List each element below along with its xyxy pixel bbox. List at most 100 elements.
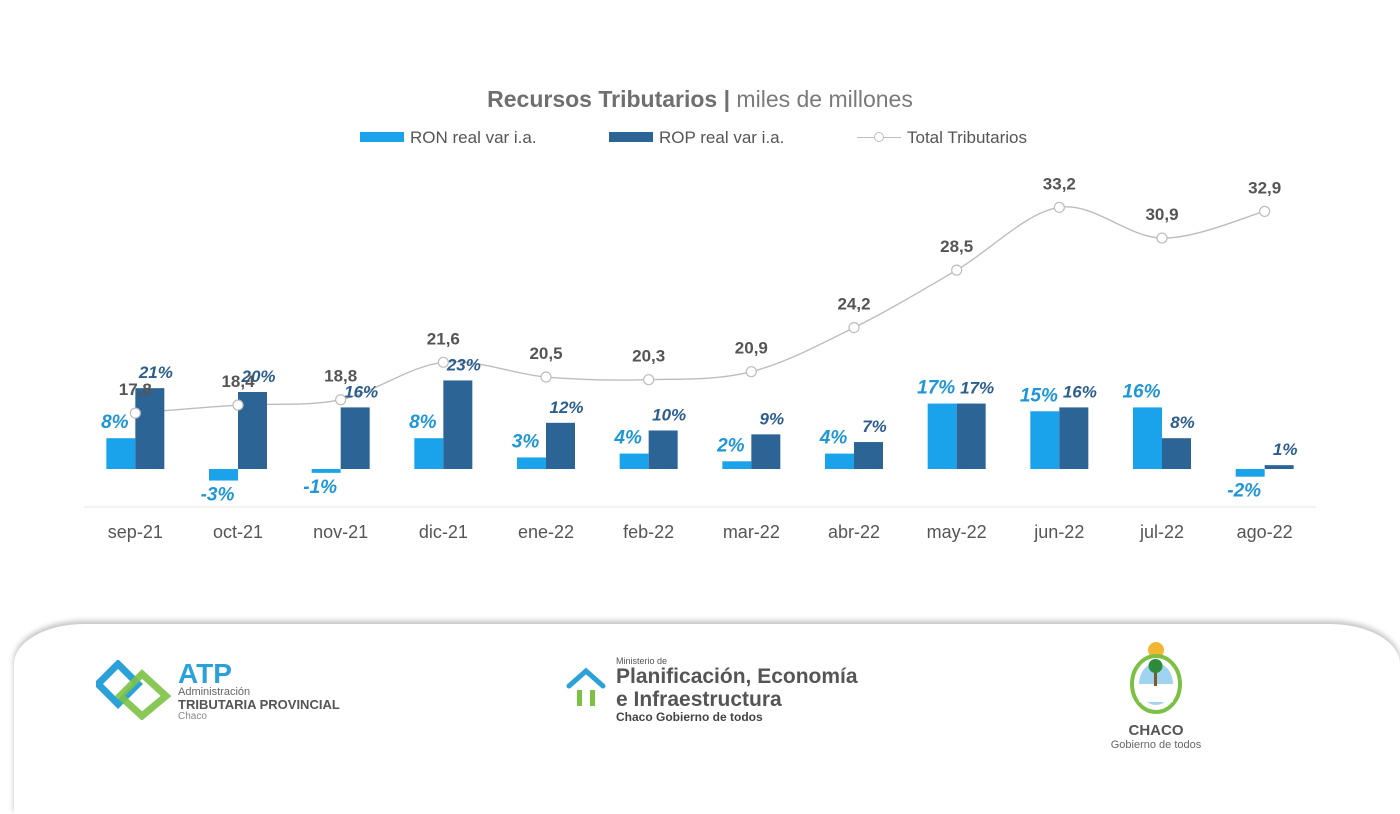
total-tributarios-label: 18,4 — [221, 372, 255, 391]
total-tributarios-point — [745, 366, 757, 378]
legend-swatch-rop — [609, 131, 653, 142]
chart-title: Recursos Tributarios | miles de millones — [0, 86, 1400, 113]
ministerio-line0: Ministerio de — [616, 656, 668, 666]
chart-title-bold: Recursos Tributarios | — [487, 86, 731, 112]
total-tributarios-point — [437, 356, 449, 368]
rop-data-label: 17% — [960, 379, 994, 398]
rop-data-label: 16% — [1063, 382, 1097, 401]
atp-logo-line3: Chaco — [178, 711, 207, 722]
rop-bar — [340, 407, 370, 469]
ron-bar — [1133, 407, 1162, 469]
ron-data-label: 2% — [716, 435, 745, 456]
legend-label-rop: ROP real var i.a. — [659, 128, 785, 147]
footer — [0, 624, 1400, 814]
ministerio-line3: Chaco Gobierno de todos — [616, 710, 763, 724]
ron-bar — [311, 469, 341, 473]
total-tributarios-line — [135, 206, 1265, 414]
rop-data-label: 10% — [652, 406, 686, 425]
ron-data-label: 4% — [819, 428, 848, 449]
rop-bar — [135, 388, 165, 469]
total-tributarios-label: 30,9 — [1145, 205, 1178, 224]
ron-bar — [927, 403, 957, 469]
rop-data-label: 20% — [240, 367, 275, 386]
ron-bar — [209, 469, 238, 481]
rop-data-label: 7% — [862, 417, 887, 436]
legend-item-total: Total Tributarios — [857, 128, 1027, 148]
atp-logo-line1: Administración — [178, 686, 251, 698]
total-tributarios-label: 21,6 — [427, 329, 460, 348]
total-tributarios-label: 20,3 — [632, 347, 665, 366]
ron-data-label: -3% — [201, 485, 235, 506]
total-tributarios-point — [848, 321, 860, 334]
atp-logo-title: ATP — [178, 658, 232, 689]
x-tick-label: mar-22 — [723, 522, 780, 542]
ron-data-label: -1% — [303, 477, 337, 498]
total-tributarios-label: 17,8 — [119, 380, 152, 399]
footer-panel — [14, 624, 1400, 814]
ron-data-label: 4% — [613, 428, 642, 449]
rop-bar — [956, 403, 986, 469]
x-tick-label: may-22 — [927, 522, 987, 542]
rop-bar — [648, 430, 678, 469]
ron-bar — [414, 438, 444, 469]
x-tick-label: dic-21 — [419, 522, 468, 542]
total-tributarios-point — [232, 399, 244, 411]
total-tributarios-label: 28,5 — [940, 237, 973, 256]
legend-item-rop: ROP real var i.a. — [609, 128, 784, 148]
total-tributarios-point — [1053, 201, 1065, 213]
x-tick-label: ene-22 — [518, 522, 574, 542]
x-tick-label: jul-22 — [1139, 522, 1184, 542]
x-tick-label: jun-22 — [1033, 522, 1084, 542]
rop-data-label: 1% — [1273, 440, 1298, 459]
total-tributarios-point — [129, 407, 141, 419]
rop-bar — [1162, 438, 1191, 469]
rop-bar — [854, 442, 883, 469]
rop-data-label: 8% — [1170, 413, 1195, 432]
rop-bar — [443, 380, 473, 469]
rop-data-label: 9% — [760, 409, 785, 428]
total-tributarios-point — [951, 264, 963, 276]
rop-data-label: 21% — [138, 363, 173, 382]
total-tributarios-point — [335, 394, 347, 406]
legend-label-total: Total Tributarios — [907, 128, 1027, 147]
chaco-logo-title: CHACO — [1128, 722, 1184, 739]
ron-data-label: 15% — [1020, 385, 1058, 406]
total-tributarios-label: 24,2 — [837, 295, 870, 314]
total-tributarios-point — [1156, 232, 1168, 244]
ron-bar — [619, 453, 649, 469]
total-tributarios-label: 20,9 — [735, 339, 768, 358]
legend-item-ron: RON real var i.a. — [360, 128, 537, 148]
legend-swatch-ron — [360, 131, 404, 142]
total-tributarios-label: 20,5 — [529, 344, 562, 363]
rop-bar — [751, 434, 781, 469]
atp-logo-icon — [96, 660, 172, 720]
total-tributarios-label: 18,8 — [324, 367, 357, 386]
legend-swatch-total — [857, 131, 901, 143]
ron-data-label: 16% — [1122, 381, 1160, 402]
ron-bar — [517, 457, 546, 469]
chart-area: 8%21%17,8sep-21-3%20%18,4oct-21-1%16%18,… — [84, 174, 1316, 542]
ron-bar — [1235, 469, 1265, 477]
ron-bar — [106, 438, 136, 469]
atp-logo-line2: TRIBUTARIA PROVINCIAL — [178, 697, 340, 712]
rop-bar — [546, 422, 575, 469]
x-tick-label: oct-21 — [213, 522, 263, 542]
x-tick-label: ago-22 — [1237, 522, 1293, 542]
ministerio-line1: Planificación, Economía — [616, 665, 858, 688]
rop-data-label: 12% — [549, 398, 583, 417]
rop-data-label: 16% — [344, 382, 378, 401]
x-tick-label: abr-22 — [828, 522, 880, 542]
ron-bar — [1030, 411, 1060, 469]
x-tick-label: feb-22 — [623, 522, 674, 542]
ron-data-label: -2% — [1227, 481, 1261, 502]
chaco-logo-subtitle: Gobierno de todos — [1110, 739, 1202, 751]
ron-data-label: 3% — [512, 431, 540, 452]
ron-data-label: 8% — [409, 412, 437, 433]
x-tick-label: sep-21 — [108, 522, 163, 542]
ron-bar — [825, 453, 854, 469]
ministerio-line2: e Infraestructura — [616, 688, 782, 711]
total-tributarios-label: 32,9 — [1248, 178, 1281, 197]
rop-data-label: 23% — [446, 355, 481, 374]
total-tributarios-label: 33,2 — [1043, 174, 1076, 193]
rop-bar — [1059, 407, 1089, 469]
